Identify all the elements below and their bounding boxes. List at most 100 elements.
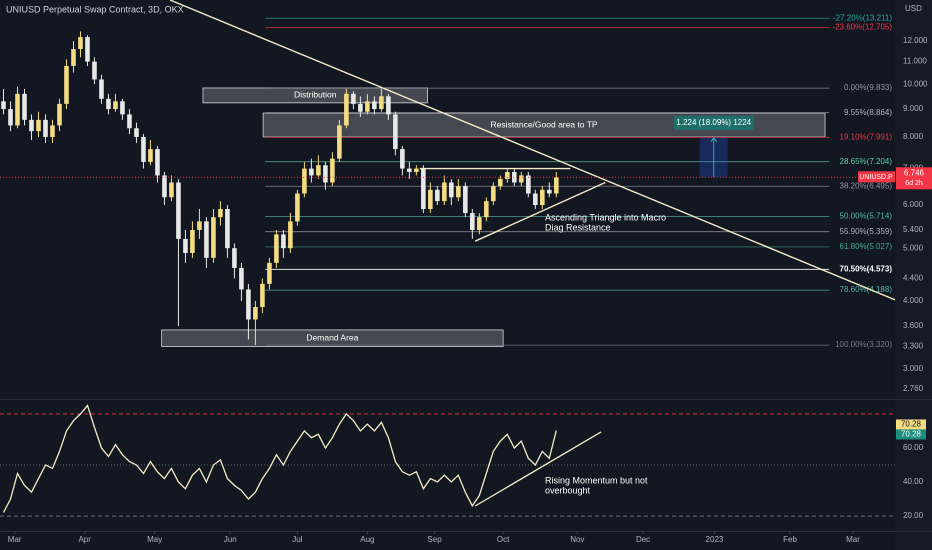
indicator-badge (896, 429, 926, 440)
candle-body (302, 168, 307, 194)
fib-label: 28.65%(7.204) (840, 157, 893, 166)
candle-body (127, 114, 132, 129)
chart-title: UNIUSD Perpetual Swap Contract, 3D, OKX (6, 4, 184, 14)
candle-body (309, 168, 314, 176)
x-tick-label: Apr (78, 535, 91, 544)
candle-body (155, 149, 160, 176)
candle-body (197, 221, 202, 230)
indicator-note: Rising Momentum but not (545, 475, 648, 485)
note: Diag Resistance (545, 222, 611, 232)
candle-body (547, 189, 552, 194)
axis-unit: USD (905, 4, 922, 13)
fib-label: 61.80%(5.027) (840, 242, 893, 251)
x-tick-label: Oct (497, 535, 510, 544)
x-tick-label: Mar (8, 535, 22, 544)
candle-body (162, 175, 167, 198)
y-tick-label: 3.600 (903, 321, 924, 330)
fib-label: 78.60%(4.188) (840, 285, 893, 294)
candle-body (337, 125, 342, 159)
y-tick-label: 3.300 (903, 342, 924, 351)
candle-body (246, 289, 251, 320)
measure-label: 1.224 (18.09%) 1224 (676, 118, 751, 127)
candle-body (463, 186, 468, 214)
last-price-label: 6.746 (904, 168, 925, 177)
candle-body (519, 175, 524, 183)
y-tick-label: 12.000 (903, 36, 928, 45)
zone-box (161, 329, 504, 347)
zone-label: Demand Area (306, 332, 358, 342)
countdown-label: 6d 2h (905, 180, 923, 187)
candle-body (330, 158, 335, 183)
y-tick-label: 11.000 (903, 57, 927, 66)
candle-body (512, 171, 517, 183)
candle-body (29, 119, 34, 132)
candle-body (99, 79, 104, 99)
x-tick-label: 2023 (706, 535, 724, 544)
fib-label: 19.10%(7.991) (840, 132, 893, 141)
trend-line (169, 0, 896, 301)
indicator-badge (896, 419, 926, 430)
candle-body (50, 125, 55, 137)
fib-label: -27.20%(13.211) (833, 13, 892, 22)
x-tick-label: Jun (224, 535, 237, 544)
candle-body (400, 149, 405, 169)
candle-body (190, 229, 195, 253)
candle-body (526, 175, 531, 194)
candle-body (428, 189, 433, 210)
candle-body (204, 221, 209, 258)
x-tick-label: Aug (360, 535, 374, 544)
x-tick-label: Dec (636, 535, 650, 544)
candle-body (316, 165, 321, 176)
candle-body (169, 182, 174, 198)
candle-body (239, 267, 244, 290)
y-tick-label: 5.000 (903, 243, 924, 252)
candle-body (393, 114, 398, 150)
indicator-tick-label: 60.00 (903, 443, 924, 452)
candle-body (36, 119, 41, 132)
candle-body (218, 209, 223, 218)
candle-body (379, 96, 384, 110)
candle-body (43, 119, 48, 137)
y-tick-label: 6.000 (903, 200, 924, 209)
candle-body (92, 61, 97, 80)
candle-body (372, 101, 377, 110)
fib-label: 100.00%(3.320) (835, 340, 892, 349)
candle-body (540, 189, 545, 206)
candle-body (414, 168, 419, 172)
candle-body (533, 193, 538, 206)
zone-label: Resistance/Good area to TP (491, 119, 598, 129)
candle-body (323, 165, 328, 183)
x-tick-label: Jul (292, 535, 302, 544)
indicator-badge-label: 70.28 (901, 420, 922, 429)
candle-body (113, 101, 118, 110)
candle-body (253, 306, 258, 320)
candle-body (295, 193, 300, 222)
candle-body (8, 109, 13, 126)
x-tick-label: Sep (427, 535, 442, 544)
candle-body (120, 101, 125, 115)
trend-line (474, 181, 606, 242)
y-tick-label: 5.400 (903, 225, 924, 234)
candle-body (183, 238, 188, 253)
candle-body (407, 168, 412, 172)
candle-body (554, 177, 559, 194)
indicator-tick-label: 20.00 (903, 511, 924, 520)
candle-body (71, 49, 76, 66)
candle-body (435, 189, 440, 202)
candle-body (449, 182, 454, 198)
last-price-badge (896, 167, 932, 190)
y-tick-label: 4.000 (903, 296, 924, 305)
candle-body (57, 103, 62, 126)
fib-label: 0.00%(9.833) (844, 83, 892, 92)
candle-body (505, 171, 510, 179)
candle-body (498, 178, 503, 187)
candle-body (211, 217, 216, 258)
fib-label: -23.60%(12.705) (832, 23, 892, 32)
candle-body (288, 221, 293, 249)
x-tick-label: Mar (846, 535, 860, 544)
candle-body (22, 93, 27, 120)
candle-body (176, 182, 181, 239)
candle-body (351, 93, 356, 104)
